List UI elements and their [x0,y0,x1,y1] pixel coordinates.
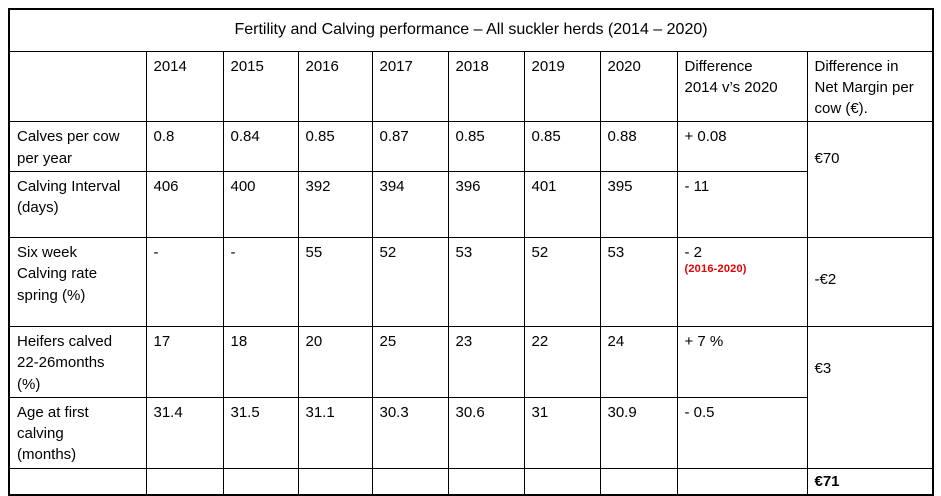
empty-cell [145,467,224,496]
net-margin-total: €71 [806,467,934,496]
difference-cell-calving-interval: - 11 [676,170,808,238]
row-label-heifers-calved: Heifers calved 22-26months (%) [8,325,147,398]
value-cell: 395 [599,170,678,238]
col-header-net-margin: Difference in Net Margin per cow (€). [806,50,934,123]
empty-cell [297,467,373,496]
value-cell: 18 [222,325,299,398]
value-cell: 394 [371,170,449,238]
col-header-2019: 2019 [523,50,601,123]
value-cell: - [222,236,299,327]
col-header-2020: 2020 [599,50,678,123]
value-cell: 52 [371,236,449,327]
table-row-six-week-calving-rate: Six week Calving rate spring (%) - - 55 … [8,236,934,327]
value-cell: 30.6 [447,396,525,469]
value-cell: 23 [447,325,525,398]
table-row-total: €71 [8,467,934,496]
header-metric-blank [8,50,147,123]
difference-period-note: (2016-2020) [684,263,747,276]
value-cell: 55 [297,236,373,327]
difference-cell-heifers: + 7 % [676,325,808,398]
col-header-2014: 2014 [145,50,224,123]
value-cell: 0.85 [447,121,525,172]
row-label-six-week-calving-rate: Six week Calving rate spring (%) [8,236,147,327]
value-cell: 52 [523,236,601,327]
row-label-calving-interval: Calving Interval (days) [8,170,147,238]
value-cell: 17 [145,325,224,398]
net-margin-cell-six-week: -€2 [806,236,934,327]
value-cell: 392 [297,170,373,238]
value-cell: 20 [297,325,373,398]
empty-cell [599,467,678,496]
value-cell: 396 [447,170,525,238]
value-cell: 401 [523,170,601,238]
value-cell: 24 [599,325,678,398]
difference-cell-age-first: - 0.5 [676,396,808,469]
row-label-calves-per-cow: Calves per cow per year [8,121,147,172]
table-row-age-at-first-calving: Age at first calving (months) 31.4 31.5 … [8,396,933,469]
value-cell: 406 [145,170,224,238]
col-header-2017: 2017 [371,50,449,123]
value-cell: 400 [222,170,299,238]
table-row-calves-per-cow: Calves per cow per year 0.8 0.84 0.85 0.… [8,121,934,238]
col-header-2015: 2015 [222,50,299,123]
col-header-2018: 2018 [447,50,525,123]
value-cell: 30.9 [599,396,678,469]
value-cell: 25 [371,325,449,398]
value-cell: 0.85 [297,121,373,172]
value-cell: 53 [599,236,678,327]
empty-cell [676,467,808,496]
value-cell: 53 [447,236,525,327]
value-cell: 0.85 [523,121,601,172]
empty-cell [447,467,525,496]
value-cell: 22 [523,325,601,398]
value-cell: 31.1 [297,396,373,469]
difference-cell-calves: + 0.08 [676,121,808,172]
value-cell: 30.3 [371,396,449,469]
table-row-heifers-calved: Heifers calved 22-26months (%) 17 18 20 … [8,325,934,469]
value-cell: 31.5 [222,396,299,469]
value-cell: - [145,236,224,327]
empty-cell [523,467,601,496]
value-cell: 31.4 [145,396,224,469]
col-header-difference: Difference 2014 v’s 2020 [676,50,808,123]
net-margin-cell-calves-calving-interval: €70 [806,121,934,238]
row-label-age-at-first-calving: Age at first calving (months) [8,396,147,469]
value-cell: 0.88 [599,121,678,172]
value-cell: 0.87 [371,121,449,172]
net-margin-cell-heifers-age-first: €3 [806,325,934,469]
value-cell: 0.8 [145,121,224,172]
value-cell: 31 [523,396,601,469]
difference-cell-six-week: - 2 (2016-2020) [676,236,808,327]
table-row-calving-interval: Calving Interval (days) 406 400 392 394 … [8,170,933,238]
empty-cell [371,467,449,496]
difference-value: - 2 [684,243,703,261]
empty-cell [222,467,299,496]
table-title: Fertility and Calving performance – All … [8,8,934,52]
empty-cell [8,467,147,496]
value-cell: 0.84 [222,121,299,172]
col-header-2016: 2016 [297,50,373,123]
fertility-calving-table: Fertility and Calving performance – All … [8,8,934,496]
